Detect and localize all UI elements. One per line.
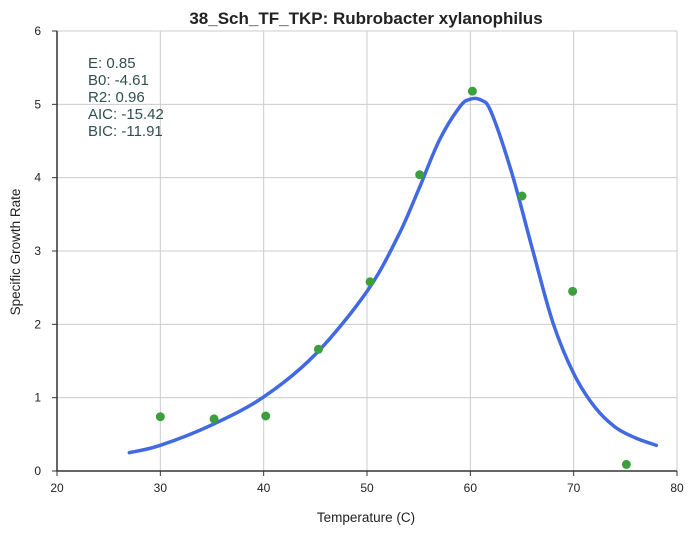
data-point	[365, 277, 375, 287]
y-tick-label: 4	[34, 171, 41, 185]
x-tick-label: 60	[464, 481, 478, 495]
grid-lines	[57, 30, 678, 471]
y-axis-label: Specific Growth Rate	[8, 189, 23, 316]
x-tick-label: 70	[567, 481, 581, 495]
stat-b0: B0: -4.61	[88, 72, 149, 89]
data-point	[209, 414, 219, 424]
x-tick-label: 40	[257, 481, 271, 495]
x-tick-label: 50	[360, 481, 374, 495]
y-tick-label: 6	[34, 24, 41, 38]
x-axis-label: Temperature (C)	[317, 510, 415, 525]
chart-title: 38_Sch_TF_TKP: Rubrobacter xylanophilus	[189, 9, 542, 28]
data-point	[313, 344, 323, 354]
data-point	[621, 459, 631, 469]
x-tick-label: 80	[670, 481, 684, 495]
x-tick-label: 20	[50, 481, 64, 495]
data-points-layer	[155, 86, 631, 469]
stat-bic: BIC: -11.91	[88, 123, 163, 140]
data-point	[517, 191, 527, 201]
fitted-curve-line	[127, 96, 659, 455]
y-tick-label: 1	[34, 391, 41, 405]
y-tick-label: 0	[34, 464, 41, 478]
data-point	[415, 170, 425, 180]
y-tick-label: 2	[34, 317, 41, 331]
x-tick-label: 30	[154, 481, 168, 495]
data-point	[467, 86, 477, 96]
stat-aic: AIC: -15.42	[88, 106, 164, 123]
stat-r2: R2: 0.96	[88, 89, 145, 106]
axes	[52, 30, 678, 476]
y-tick-label: 5	[34, 97, 41, 111]
fit-statistics: E: 0.85 B0: -4.61 R2: 0.96 AIC: -15.42 B…	[88, 55, 164, 140]
data-point	[155, 412, 165, 422]
tick-labels: 20 30 40 50 60 70 80 0 1 2 3 4 5 6	[34, 24, 684, 495]
y-tick-label: 3	[34, 244, 41, 258]
fitted-curve-layer	[127, 96, 659, 455]
data-point	[568, 286, 578, 296]
stat-e: E: 0.85	[88, 55, 136, 72]
data-point	[261, 411, 271, 421]
